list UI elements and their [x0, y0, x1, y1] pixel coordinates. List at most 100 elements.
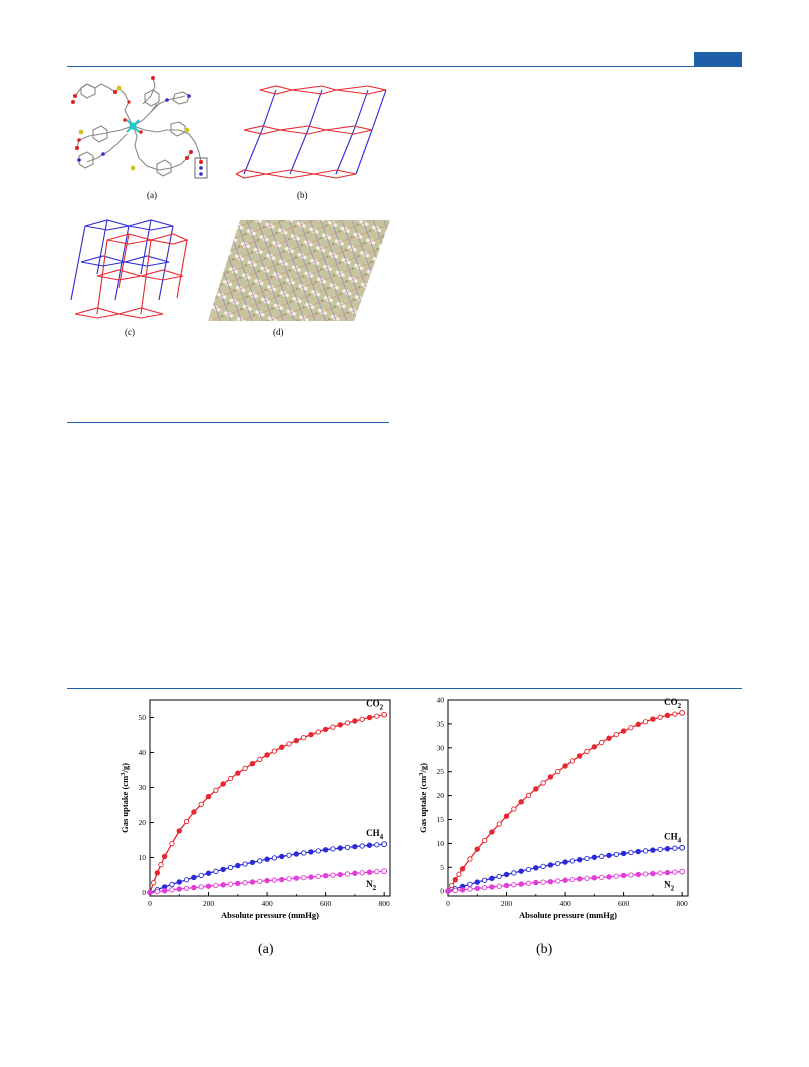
- data-point: [308, 731, 314, 738]
- data-point-open: [344, 871, 351, 877]
- data-point-open: [227, 881, 234, 887]
- series-n2: [445, 868, 686, 894]
- data-point: [503, 882, 510, 889]
- data-point-open: [315, 729, 321, 735]
- x-tick-label: 400: [559, 899, 571, 908]
- data-point-open: [569, 858, 576, 864]
- data-point-open: [271, 748, 278, 754]
- data-point-open: [315, 873, 321, 880]
- figure-rule: [67, 688, 742, 689]
- data-point: [366, 869, 373, 875]
- data-point: [664, 869, 671, 876]
- data-point-open: [540, 780, 546, 786]
- chart-a-label: (a): [258, 942, 274, 957]
- data-point-open: [642, 719, 649, 725]
- data-point-open: [286, 852, 292, 858]
- data-point-open: [344, 720, 351, 726]
- data-point: [235, 862, 241, 869]
- data-point-open: [525, 866, 532, 873]
- data-point-open: [374, 842, 380, 848]
- data-point-open: [613, 873, 619, 879]
- data-point: [591, 744, 598, 750]
- data-point-open: [599, 874, 605, 881]
- series-label: CH4: [664, 832, 682, 845]
- data-point: [352, 843, 358, 850]
- data-point: [547, 862, 554, 868]
- panel-d-label: (d): [273, 327, 284, 337]
- data-point: [220, 882, 226, 888]
- data-point-open: [672, 869, 678, 875]
- data-point: [161, 888, 168, 894]
- y-tick-label: 30: [437, 743, 445, 752]
- data-point: [176, 879, 182, 885]
- panel-c-interpenetrated: [70, 219, 189, 319]
- data-point-open: [456, 871, 462, 877]
- series-label: CO2: [664, 697, 682, 710]
- y-tick-label: 15: [437, 815, 445, 824]
- plot-frame: [447, 699, 689, 897]
- data-point: [591, 875, 598, 881]
- y-axis-label: Gas uptake (cm3/g): [120, 763, 130, 833]
- header-rule: [67, 66, 742, 67]
- data-point: [279, 853, 285, 860]
- data-point: [308, 874, 314, 880]
- data-point: [220, 866, 226, 873]
- data-point-open: [628, 872, 634, 878]
- data-point: [337, 722, 343, 728]
- data-point: [293, 875, 300, 881]
- data-point-open: [525, 792, 532, 799]
- data-point-open: [330, 846, 336, 852]
- data-point: [445, 888, 451, 894]
- data-point: [664, 845, 671, 852]
- panel-d-packing: [208, 220, 390, 321]
- data-point-open: [257, 878, 263, 884]
- data-point-open: [381, 841, 388, 848]
- data-point: [562, 877, 568, 883]
- data-point: [176, 828, 182, 834]
- section-rule: [67, 422, 389, 423]
- data-point-open: [154, 888, 160, 895]
- data-point: [533, 865, 539, 871]
- data-point-open: [213, 868, 219, 874]
- series-co2: [445, 710, 686, 894]
- data-point-open: [481, 877, 488, 883]
- data-point: [264, 856, 270, 862]
- data-point: [503, 813, 510, 819]
- data-point: [279, 876, 285, 883]
- data-point: [664, 712, 671, 718]
- data-point-open: [525, 880, 532, 886]
- data-point-open: [315, 848, 321, 854]
- data-point-open: [198, 884, 204, 890]
- data-point-open: [359, 716, 365, 722]
- data-point-open: [301, 874, 307, 881]
- data-point: [635, 721, 641, 728]
- y-axis-label: Gas uptake (cm3/g): [418, 763, 428, 833]
- x-tick-label: 400: [261, 899, 273, 908]
- data-point: [249, 879, 256, 885]
- data-point-open: [271, 855, 278, 861]
- data-point: [249, 761, 256, 767]
- y-tick-label: 40: [437, 696, 445, 705]
- y-tick-label: 10: [437, 839, 445, 848]
- series-label: CO2: [366, 699, 384, 712]
- y-tick-label: 20: [139, 818, 147, 827]
- series-n2: [147, 868, 388, 896]
- data-point: [533, 786, 539, 792]
- data-point-open: [481, 884, 488, 891]
- data-point: [489, 829, 495, 835]
- data-point-open: [496, 873, 502, 880]
- panel-c-label: (c): [125, 327, 135, 337]
- data-point-open: [271, 877, 278, 883]
- x-axis-label: Absolute pressure (mmHg): [519, 910, 617, 920]
- data-point-open: [569, 876, 576, 883]
- x-tick-label: 0: [148, 899, 152, 908]
- data-point: [606, 852, 612, 859]
- data-point-open: [330, 872, 336, 878]
- series-label: CH4: [366, 828, 384, 841]
- data-point-open: [642, 871, 649, 877]
- data-point-open: [672, 711, 678, 717]
- data-point: [337, 845, 343, 851]
- panel-b-label: (b): [297, 190, 308, 200]
- series-co2: [147, 711, 388, 896]
- panel-b-network: [235, 85, 387, 179]
